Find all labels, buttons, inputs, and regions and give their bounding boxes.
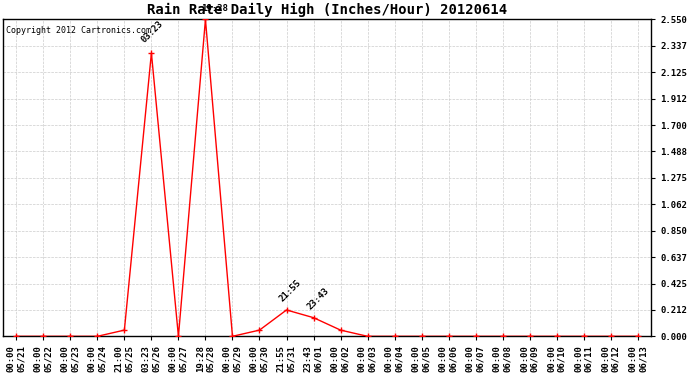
Text: Copyright 2012 Cartronics.com: Copyright 2012 Cartronics.com: [6, 26, 151, 35]
Text: 03:23: 03:23: [139, 19, 165, 44]
Title: Rain Rate Daily High (Inches/Hour) 20120614: Rain Rate Daily High (Inches/Hour) 20120…: [147, 3, 507, 17]
Text: 21:55: 21:55: [277, 278, 302, 304]
Text: 23:43: 23:43: [306, 286, 331, 312]
Text: 19:28: 19:28: [201, 4, 228, 13]
